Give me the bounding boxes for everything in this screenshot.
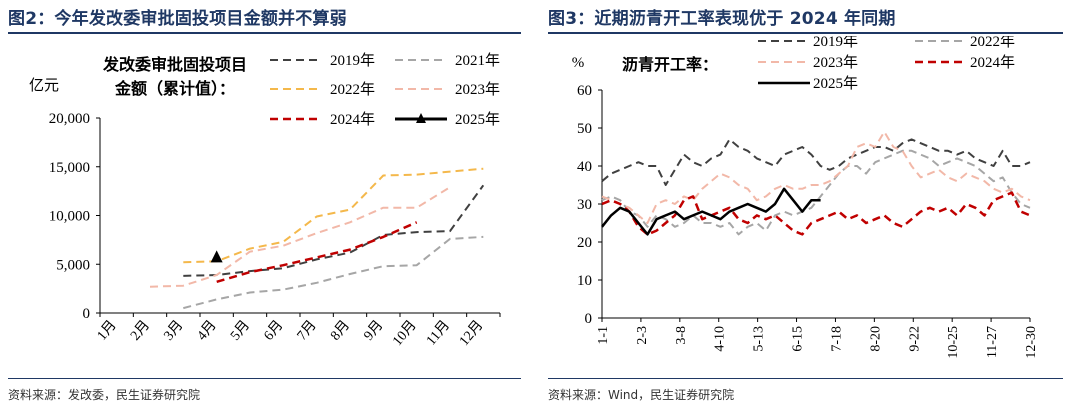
- series-line-2024年: [216, 221, 418, 284]
- right-source: 资料来源：Wind，民生证券研究院: [548, 388, 735, 402]
- left-figure-title: 图2：今年发改委审批固投项目金额并不算弱: [8, 9, 347, 29]
- x-tick-label-7月: 7月: [294, 317, 320, 343]
- legend-label-2019年: 2019年: [330, 52, 375, 69]
- y-tick-label: 20,000: [49, 111, 90, 127]
- x-tick-label-3月: 3月: [161, 317, 187, 343]
- x-tick-label-7-18: 7-18: [829, 326, 844, 352]
- y-tick-label: 60: [577, 83, 592, 99]
- legend-label-2023年: 2023年: [455, 81, 500, 98]
- left-source-rule: [8, 378, 521, 379]
- x-tick-label-5-13: 5-13: [752, 326, 767, 352]
- series-line-2025年: [601, 187, 821, 236]
- x-tick-label-1-1: 1-1: [596, 326, 611, 345]
- x-tick-label-10-25: 10-25: [946, 326, 961, 359]
- x-tick-label-1月: 1月: [94, 317, 120, 343]
- legend-label-2022年: 2022年: [330, 81, 375, 98]
- x-tick-label-8-20: 8-20: [868, 326, 883, 352]
- y-tick-label: 50: [577, 121, 592, 137]
- series-line-2022年: [601, 149, 1031, 236]
- x-tick-label-4-10: 4-10: [713, 326, 728, 352]
- left-source: 资料来源：发改委，民生证券研究院: [8, 388, 201, 402]
- y-tick-label: 10: [577, 273, 592, 289]
- legend-label-2021年: 2021年: [455, 52, 500, 69]
- y-tick-label: 5,000: [56, 257, 90, 273]
- x-tick-label-11-27: 11-27: [985, 326, 1000, 358]
- y-tick-label: 20: [577, 235, 592, 251]
- x-tick-label-12月: 12月: [456, 317, 486, 349]
- x-tick-label-4月: 4月: [194, 317, 220, 343]
- x-tick-label-5月: 5月: [227, 317, 253, 343]
- legend-label-2025年: 2025年: [455, 111, 500, 128]
- left-panel: 图2：今年发改委审批固投项目金额并不算弱 0 5,000 10,000 15,000 2…: [0, 0, 527, 416]
- x-tick-label-10月: 10月: [389, 317, 419, 349]
- x-tick-label-6月: 6月: [261, 317, 287, 343]
- y-tick-label: 10,000: [49, 209, 90, 225]
- legend-label-2023年: 2023年: [813, 54, 858, 71]
- series-line-2019年: [183, 184, 485, 277]
- series-line-2023年: [149, 186, 451, 288]
- right-title-rule: [548, 32, 1063, 34]
- chart-title-line1: 发改委审批固投项目: [102, 55, 247, 74]
- x-tick-label-12-30: 12-30: [1024, 326, 1039, 359]
- series-line-2021年: [183, 235, 484, 310]
- y-tick-label: 15,000: [49, 160, 90, 176]
- y-tick-label: 0: [83, 306, 91, 322]
- series-line-2023年: [601, 130, 1031, 224]
- x-tick-label-11月: 11月: [423, 317, 453, 348]
- series-marker-2025年: [210, 250, 223, 263]
- legend-label-2025年: 2025年: [813, 75, 858, 92]
- series-line-2022年: [183, 167, 484, 264]
- y-axis-label: %: [572, 55, 585, 71]
- x-tick-label-9月: 9月: [361, 317, 387, 343]
- chart-title: 沥青开工率：: [622, 55, 718, 74]
- right-source-rule: [548, 378, 1063, 379]
- y-tick-label: 30: [577, 197, 592, 213]
- x-tick-label-9-22: 9-22: [907, 326, 922, 352]
- legend-label-2022年: 2022年: [970, 36, 1015, 50]
- y-axis-label: 亿元: [29, 76, 59, 94]
- chart-title-line2: 金额（累计值）：: [114, 79, 235, 98]
- x-tick-label-2-3: 2-3: [635, 326, 650, 345]
- x-tick-label-6-15: 6-15: [791, 326, 806, 352]
- x-tick-label-3-8: 3-8: [674, 326, 689, 345]
- legend-label-2019年: 2019年: [813, 36, 858, 50]
- series-line-2019年: [601, 138, 1031, 186]
- legend-label-2024年: 2024年: [970, 54, 1015, 71]
- right-chart: 0 10 20 30 40 50 60 1-1 2-3 3-8 4-10 5-13 6-15 7-18 8-…: [572, 36, 1039, 359]
- series-line-2024年: [601, 191, 1031, 236]
- right-figure-title: 图3：近期沥青开工率表现优于 2024 年同期: [548, 9, 896, 29]
- x-tick-label-2月: 2月: [127, 317, 153, 343]
- left-title-rule: [8, 32, 521, 34]
- legend-label-2024年: 2024年: [330, 111, 375, 128]
- x-tick-label-8月: 8月: [327, 317, 353, 343]
- y-tick-label: 0: [585, 311, 593, 327]
- right-panel: 图3：近期沥青开工率表现优于 2024 年同期 0 10 20 30 40 50 60 1-1…: [540, 0, 1071, 416]
- left-chart: 0 5,000 10,000 15,000 20,000 1月 2月 3月 4月 5月 6月 7月 8月…: [29, 52, 501, 349]
- legend-marker-2025年: [416, 113, 426, 123]
- y-tick-label: 40: [577, 159, 592, 175]
